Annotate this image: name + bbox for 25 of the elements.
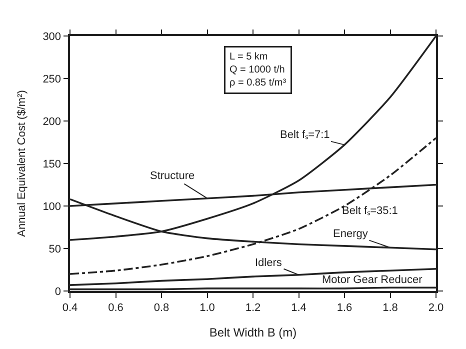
y-tick-label: 200 [42, 116, 62, 128]
y-tick-label: 100 [42, 200, 62, 213]
series-label: Idlers [255, 257, 282, 269]
x-tick-label: 1.4 [291, 302, 306, 314]
y-tick-label: 0 [54, 286, 62, 298]
x-tick-label: 2.0 [428, 302, 444, 314]
x-tick-label: 0.4 [62, 302, 78, 314]
x-tick-label: 0.8 [154, 302, 170, 314]
x-tick-label: 1.2 [245, 302, 261, 314]
annotation: L = 5 km Q = 1000 t/h ρ = 0.85 t/m³ [230, 52, 287, 88]
y-axis-title: Annual Equivalent Cost ($/m²) [16, 90, 28, 237]
x-axis-title: Belt Width B (m) [209, 325, 297, 340]
x-tick-label: 1.6 [336, 302, 352, 314]
y-tick-label: 150 [42, 158, 62, 170]
series-label: Motor Gear Reducer [322, 274, 423, 286]
series-label: Belt fₛ=7:1 [280, 129, 330, 141]
x-tick-label: 0.6 [108, 302, 124, 314]
y-tick-label: 50 [48, 243, 62, 256]
series-label: Energy [333, 228, 368, 240]
x-tick-label: 1.0 [200, 302, 215, 314]
series-label: Structure [150, 170, 195, 182]
y-tick-label: 300 [42, 30, 62, 43]
y-tick-label: 250 [42, 73, 62, 86]
series-label: Belt fₛ=35:1 [342, 205, 398, 217]
x-tick-label: 1.8 [382, 302, 398, 314]
